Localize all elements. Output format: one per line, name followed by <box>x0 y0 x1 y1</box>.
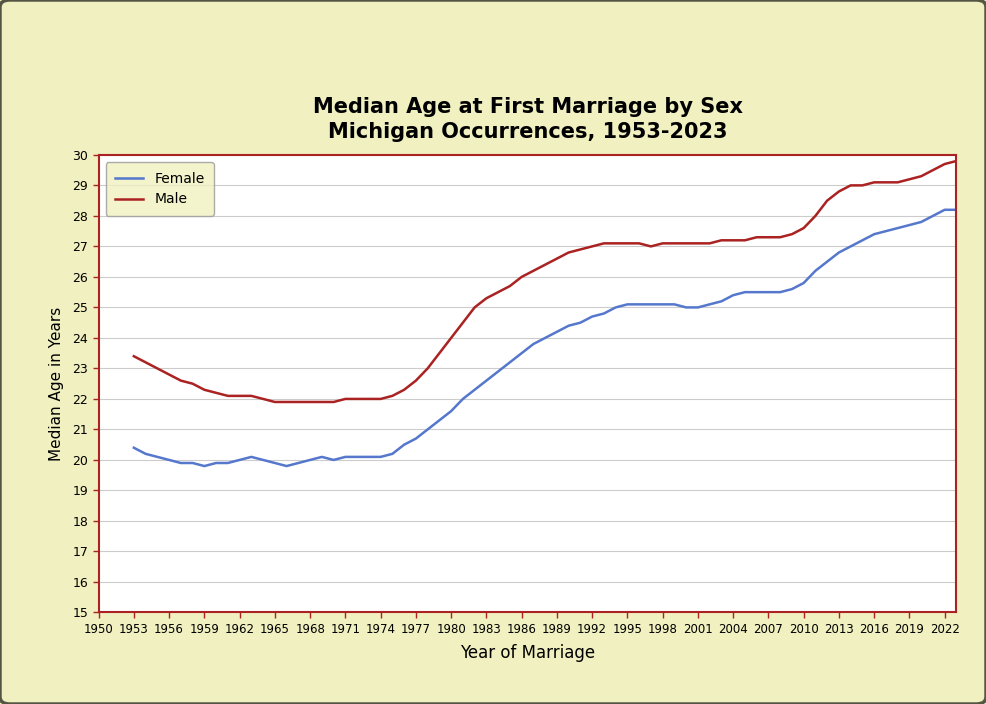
Male <box>762 233 774 241</box>
Male <box>951 157 962 165</box>
Legend: Female, Male: Female, Male <box>106 162 214 216</box>
Line: Female: Female <box>134 210 956 466</box>
Female <box>880 227 891 235</box>
Female <box>951 206 962 214</box>
Male <box>633 239 645 248</box>
Female <box>152 453 164 461</box>
Female <box>198 462 210 470</box>
Female <box>633 300 645 308</box>
X-axis label: Year of Marriage: Year of Marriage <box>459 644 596 662</box>
Male <box>915 172 927 180</box>
Male <box>128 352 140 360</box>
Male <box>375 395 387 403</box>
Y-axis label: Median Age in Years: Median Age in Years <box>49 306 64 461</box>
Female <box>128 444 140 452</box>
Female <box>257 455 269 464</box>
Male <box>152 364 164 372</box>
Line: Male: Male <box>134 161 956 402</box>
Female <box>939 206 951 214</box>
Female <box>915 218 927 226</box>
Title: Median Age at First Marriage by Sex
Michigan Occurrences, 1953-2023: Median Age at First Marriage by Sex Mich… <box>313 97 742 142</box>
Male <box>269 398 281 406</box>
Female <box>539 334 551 342</box>
Male <box>539 260 551 269</box>
